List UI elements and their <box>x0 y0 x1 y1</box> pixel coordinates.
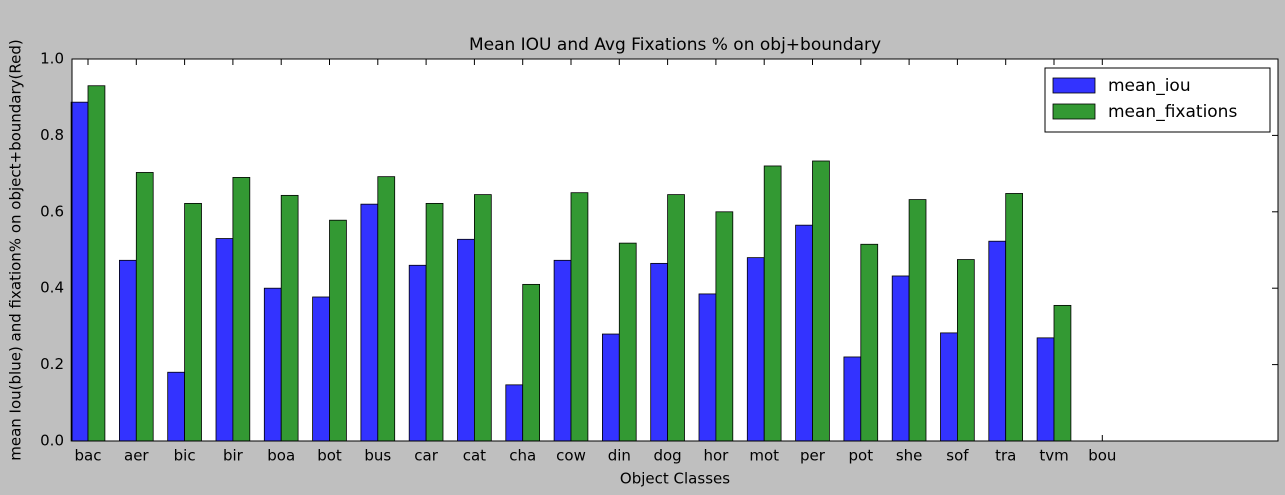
x-tick-label: hor <box>703 447 729 465</box>
bar <box>715 211 734 442</box>
x-tick-label: bou <box>1088 447 1116 465</box>
bar <box>329 219 347 442</box>
bar <box>184 202 202 442</box>
x-tick-label: boa <box>267 447 295 465</box>
bar <box>988 240 1007 442</box>
bar <box>795 224 813 442</box>
x-tick-label: cow <box>556 447 586 465</box>
bar <box>570 192 589 442</box>
x-tick-label: sof <box>946 447 969 465</box>
bar <box>167 371 185 442</box>
legend-swatch <box>1052 77 1096 94</box>
y-tick-label: 0.8 <box>40 126 64 144</box>
y-tick-label: 0.6 <box>40 202 64 220</box>
bar <box>263 287 282 442</box>
bar <box>860 243 879 442</box>
chart-title: Mean IOU and Avg Fixations % on obj+boun… <box>469 35 881 55</box>
bar <box>473 194 492 442</box>
bar <box>312 296 330 442</box>
y-tick-label: 1.0 <box>40 50 64 68</box>
x-tick-label: bus <box>364 447 391 465</box>
legend-label: mean_fixations <box>1108 102 1237 122</box>
bar <box>87 85 106 442</box>
x-tick-label: bic <box>174 447 196 465</box>
bar <box>377 176 396 442</box>
x-tick-label: cha <box>509 447 536 465</box>
bar <box>698 293 717 442</box>
bar <box>940 332 958 442</box>
bar <box>119 259 137 442</box>
x-tick-label: bir <box>223 447 244 465</box>
bar <box>1036 337 1055 442</box>
y-tick-label: 0.2 <box>40 355 64 373</box>
x-tick-label: car <box>414 447 438 465</box>
x-tick-label: tvm <box>1039 447 1068 465</box>
x-tick-label: cat <box>463 447 486 465</box>
bar <box>135 172 154 442</box>
x-tick-label: mot <box>749 447 779 465</box>
bar <box>505 384 524 442</box>
x-tick-label: dog <box>653 447 681 465</box>
bar <box>891 275 910 442</box>
x-tick-label: tra <box>995 447 1016 465</box>
bar <box>1005 193 1024 442</box>
bar <box>457 238 475 442</box>
x-tick-label: din <box>608 447 631 465</box>
bar <box>70 101 89 442</box>
y-tick-label: 0.0 <box>40 432 64 450</box>
plot-frame <box>71 58 1279 442</box>
bar <box>812 160 830 442</box>
legend-label: mean_iou <box>1108 76 1191 96</box>
bar <box>602 333 620 442</box>
bar <box>843 356 862 442</box>
x-axis-label: Object Classes <box>620 470 730 488</box>
bar <box>425 202 444 442</box>
y-tick-label: 0.4 <box>40 279 64 297</box>
x-tick-label: she <box>896 447 923 465</box>
bar <box>360 203 379 442</box>
bar <box>553 259 572 442</box>
y-axis-label: mean Iou(blue) and fixation% on object+b… <box>7 39 25 461</box>
bar <box>650 262 669 442</box>
bar <box>215 238 234 442</box>
bar <box>746 257 765 442</box>
bar <box>618 242 637 442</box>
bar <box>908 199 927 442</box>
legend-swatch <box>1052 103 1096 120</box>
bar <box>667 194 685 442</box>
bar <box>522 283 541 442</box>
bar <box>280 194 299 442</box>
x-tick-label: pot <box>849 447 874 465</box>
x-tick-label: per <box>800 447 826 465</box>
bar <box>408 264 427 442</box>
bar <box>232 177 251 442</box>
bar <box>763 165 782 442</box>
bar <box>1053 304 1072 442</box>
x-tick-label: aer <box>124 447 149 465</box>
x-tick-label: bot <box>317 447 342 465</box>
x-tick-label: bac <box>75 447 102 465</box>
bar <box>957 259 975 442</box>
